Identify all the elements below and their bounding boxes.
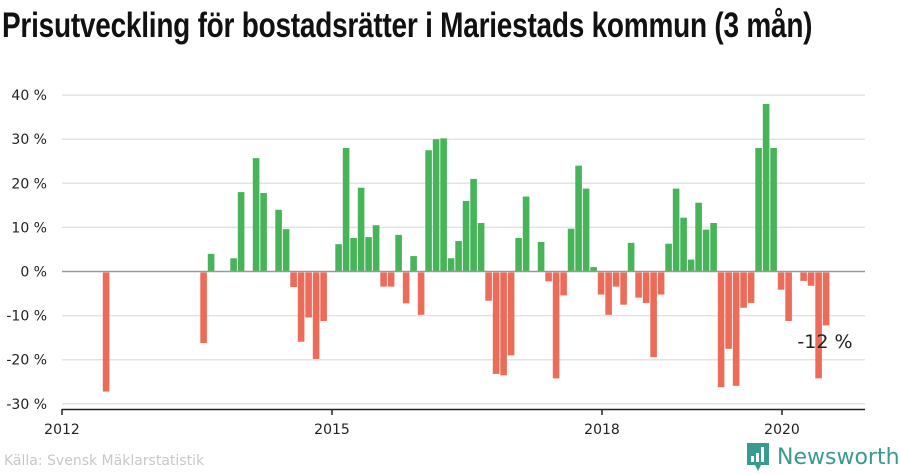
bar-2014-07 [290, 272, 297, 288]
bar-2016-12 [507, 272, 515, 356]
bar-2015-03 [350, 237, 357, 272]
bar-2016-06 [462, 200, 470, 272]
bar-2015-09 [395, 234, 402, 272]
newsworthy-logo: Newsworthy [745, 442, 900, 472]
bar-2017-06 [552, 272, 560, 379]
x-tick-label: 2020 [764, 422, 800, 438]
bar-2016-05 [455, 241, 462, 272]
bar-2017-11 [590, 267, 597, 272]
x-tick-label: 2015 [314, 422, 350, 438]
bar-2016-02 [432, 139, 440, 272]
bar-2014-10 [312, 272, 320, 359]
bar-2019-09 [755, 148, 762, 272]
bar-2018-03 [620, 272, 627, 305]
bar-2019-05 [725, 272, 732, 349]
bar-2020-06 [822, 272, 830, 326]
logo-text: Newsworthy [777, 444, 900, 470]
bar-2014-11 [320, 272, 327, 322]
bar-2019-07 [740, 272, 747, 308]
bar-2018-04 [627, 242, 635, 272]
bar-2020-04 [807, 272, 815, 286]
bar-2016-07 [470, 178, 477, 272]
bar-2017-07 [560, 272, 567, 296]
y-tick-label: 30 % [11, 132, 47, 148]
bar-2015-02 [342, 148, 350, 272]
bar-2014-09 [305, 272, 312, 318]
bar-2020-03 [800, 272, 807, 281]
bar-2015-01 [335, 244, 342, 272]
bar-2018-01 [605, 272, 612, 315]
bar-2017-05 [545, 272, 552, 282]
bar-2019-08 [747, 272, 755, 303]
bar-2018-11 [680, 217, 687, 272]
bar-2015-06 [372, 225, 380, 272]
bar-2019-06 [732, 272, 740, 386]
bar-2015-10 [402, 272, 410, 304]
y-tick-label: 10 % [11, 220, 47, 236]
bar-2017-02 [522, 196, 530, 272]
y-tick-label: -10 % [6, 309, 47, 325]
bar-2019-10 [762, 103, 770, 272]
bar-2017-04 [537, 241, 545, 272]
bar-2018-08 [657, 272, 665, 295]
bar-2012-06 [102, 272, 110, 392]
bar-2016-11 [500, 272, 507, 376]
bar-2015-04 [357, 187, 365, 272]
y-tick-label: 40 % [11, 88, 47, 104]
bar-2015-05 [365, 237, 372, 272]
bar-2016-09 [485, 272, 492, 301]
bar-2017-10 [582, 188, 590, 272]
bar-2015-07 [380, 272, 387, 287]
bar-2018-10 [672, 188, 680, 272]
bar-2019-11 [770, 148, 777, 272]
bar-2020-05 [815, 272, 822, 379]
bar-2014-03 [260, 193, 267, 272]
bar-2015-12 [417, 272, 425, 315]
y-tick-label: 20 % [11, 176, 47, 192]
bar-2019-02 [702, 229, 710, 272]
bar-2019-04 [717, 272, 725, 388]
bar-2013-08 [207, 253, 215, 272]
bar-2019-01 [695, 202, 702, 272]
y-tick-label: -30 % [6, 397, 47, 413]
bar-2016-01 [425, 150, 432, 272]
bar-2013-07 [200, 272, 207, 344]
bar-2018-02 [612, 272, 620, 287]
bar-2019-03 [710, 222, 717, 272]
chart-title: Prisutveckling för bostadsrätter i Marie… [2, 6, 813, 45]
bar-2016-08 [477, 222, 485, 272]
bar-2017-09 [575, 165, 582, 272]
last-value-annotation: -12 % [797, 331, 852, 353]
bar-2014-02 [252, 158, 260, 272]
bar-chart-speech-bubble-icon [747, 443, 769, 471]
bar-2015-11 [410, 256, 417, 272]
bar-2018-12 [687, 259, 695, 272]
bar-2017-01 [515, 237, 522, 272]
bar-2020-01 [785, 272, 792, 322]
bar-2016-04 [447, 258, 455, 272]
bar-2018-05 [635, 272, 642, 298]
bar-2019-12 [777, 272, 785, 290]
bar-2016-10 [492, 272, 500, 374]
x-tick-label: 2012 [44, 422, 80, 438]
bar-2018-07 [650, 272, 657, 358]
bar-2016-03 [440, 138, 447, 272]
bar-2014-05 [275, 209, 282, 272]
bar-2014-06 [282, 229, 290, 272]
bar-2017-08 [567, 228, 575, 272]
x-tick-label: 2018 [584, 422, 620, 438]
bar-2018-06 [642, 272, 650, 303]
bar-2013-12 [237, 192, 245, 272]
bar-2018-09 [665, 243, 672, 272]
bar-2015-08 [387, 272, 395, 287]
bar-2013-11 [230, 258, 237, 272]
y-tick-label: -20 % [6, 353, 47, 369]
y-tick-label: 0 % [20, 265, 47, 281]
bar-2014-08 [297, 272, 305, 342]
bar-2017-12 [597, 272, 605, 295]
source-label: Källa: Svensk Mäklarstatistik [4, 453, 205, 469]
